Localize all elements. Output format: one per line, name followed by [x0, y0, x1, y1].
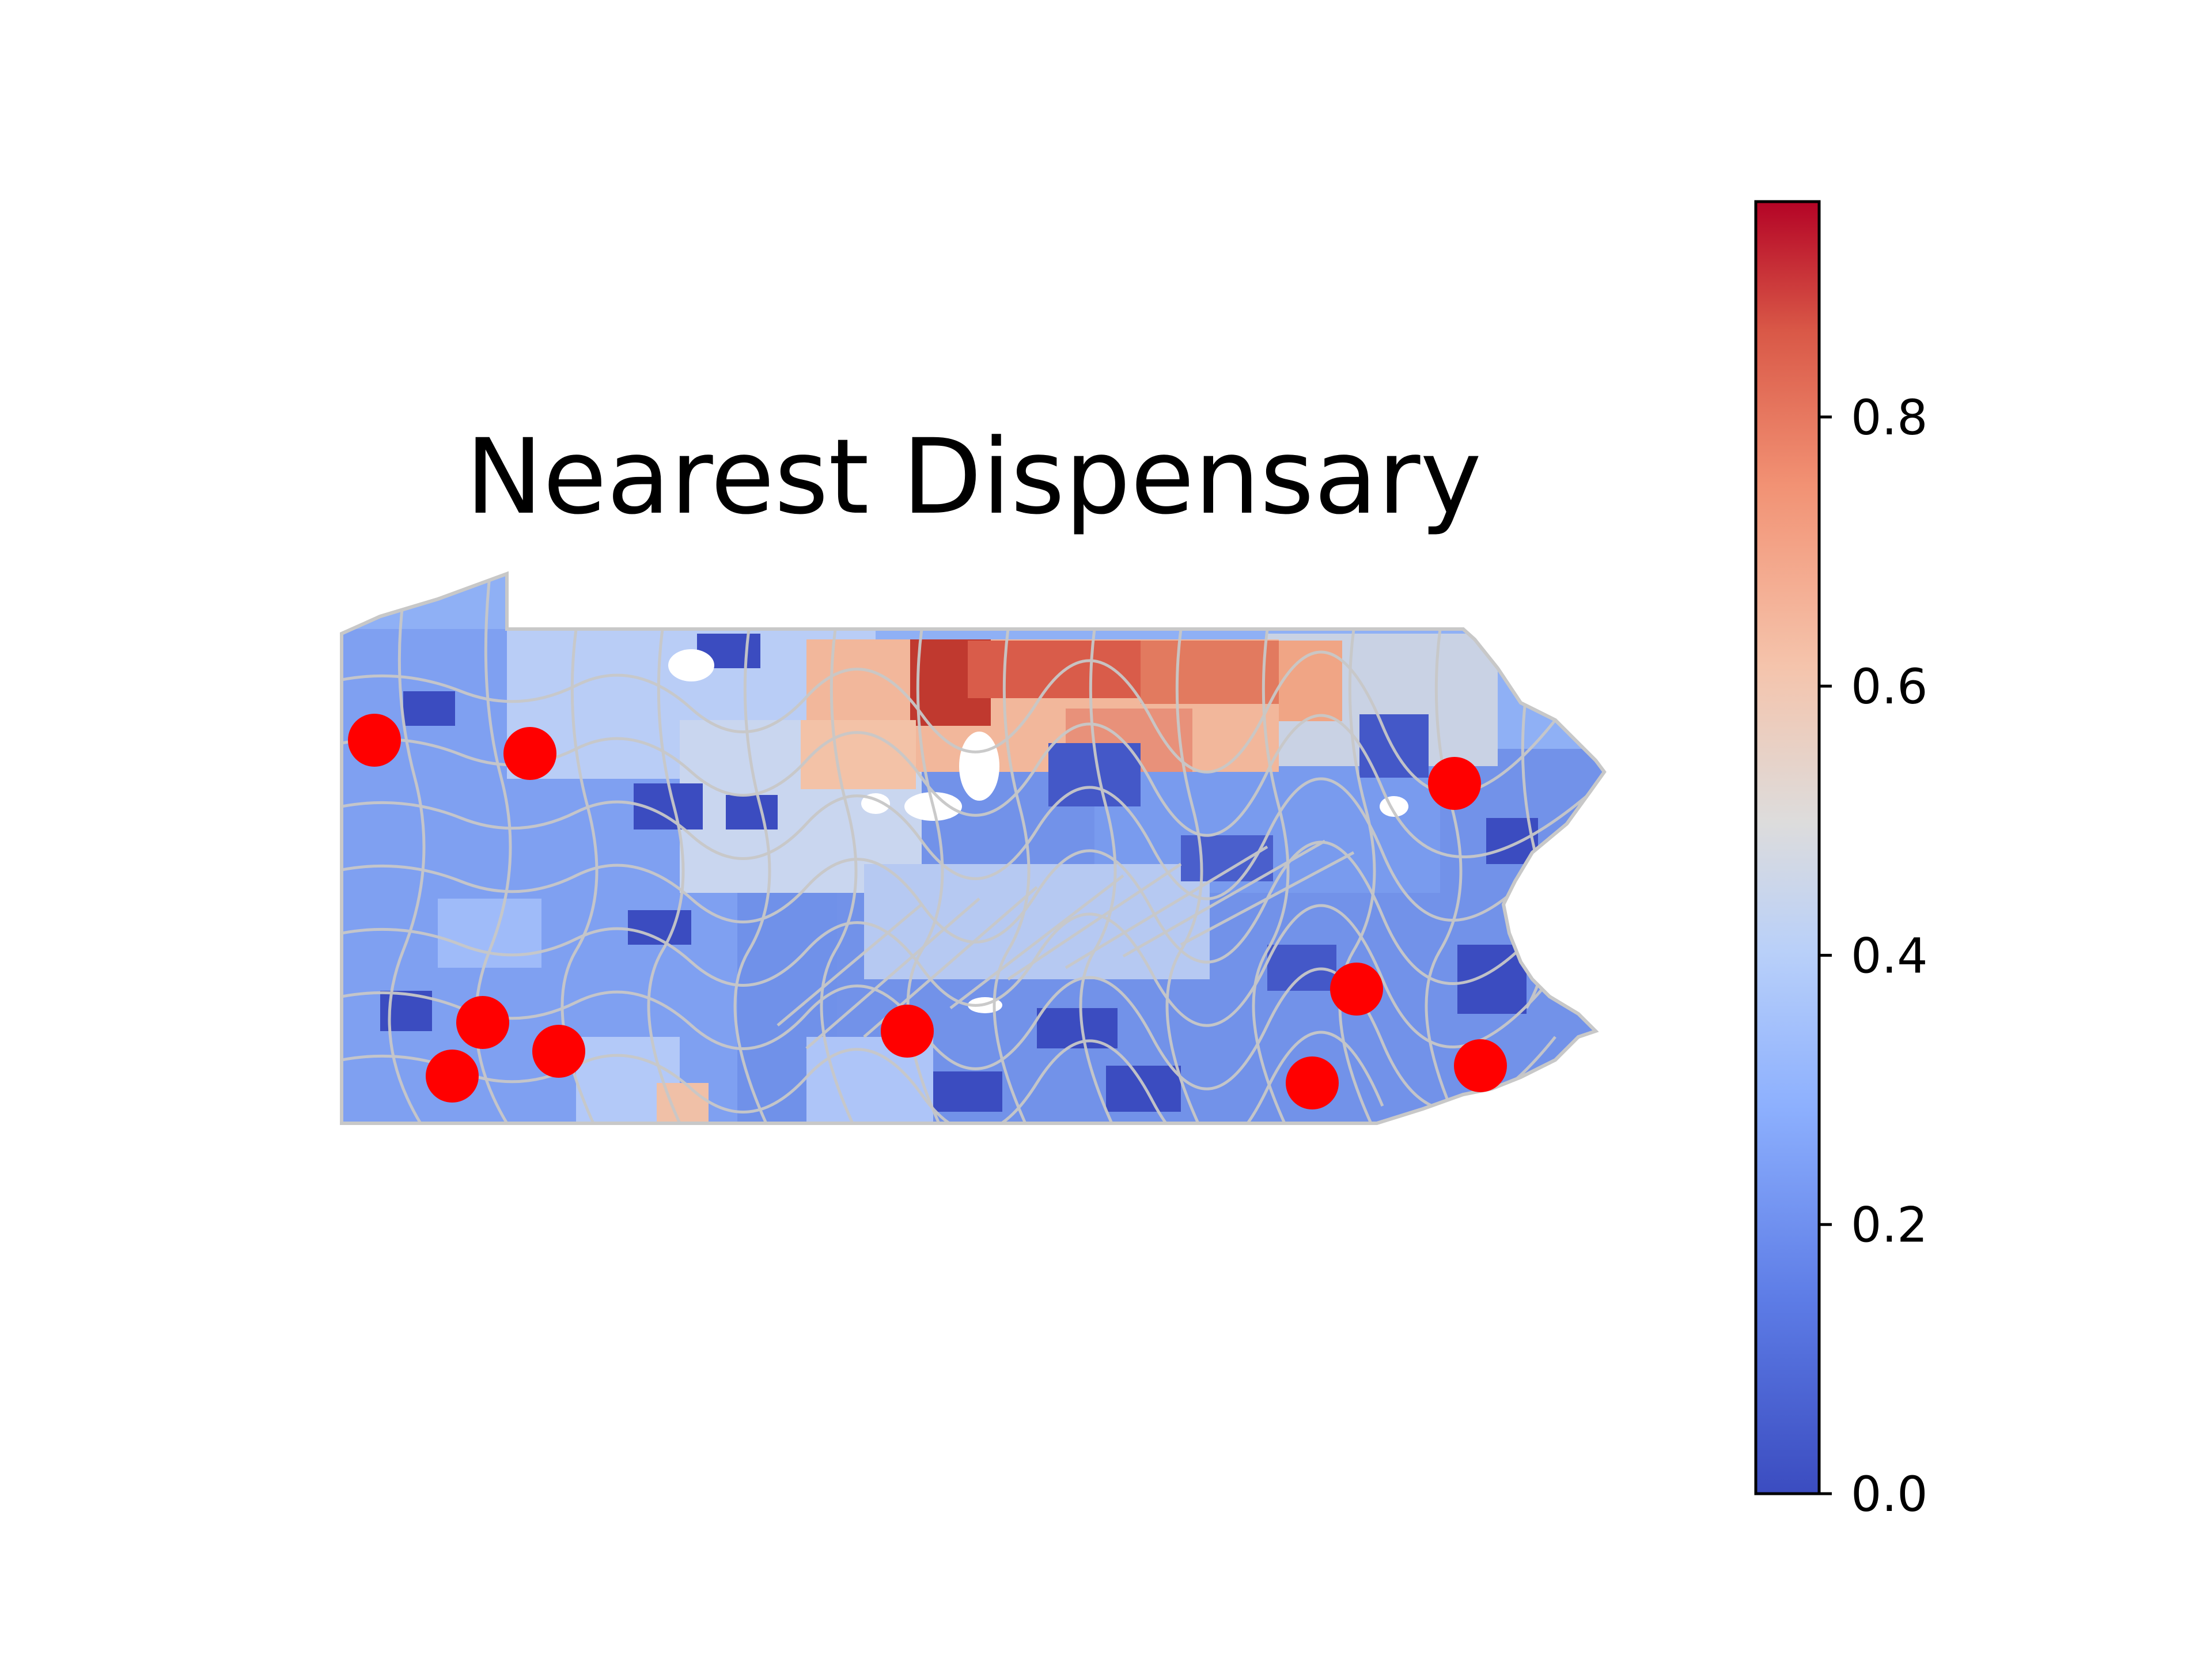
dispensary-marker: [1286, 1056, 1339, 1109]
dispensary-marker: [1330, 963, 1383, 1016]
dispensary-marker: [1454, 1039, 1507, 1092]
dispensary-marker: [456, 996, 509, 1049]
dispensary-marker: [426, 1050, 479, 1103]
dispensary-marker: [348, 714, 401, 767]
region-boundaries: [342, 575, 1603, 1123]
colorbar-gradient: [1754, 200, 1821, 1495]
state-map: [340, 571, 1607, 1125]
colorbar-tick-label: 0.2: [1851, 1197, 1928, 1253]
dispensary-marker: [1428, 757, 1481, 810]
state-border: [340, 571, 1607, 1125]
dispensary-markers: [348, 714, 1507, 1109]
dispensary-marker: [532, 1025, 585, 1078]
colorbar-tick-label: 0.8: [1851, 389, 1928, 446]
colorbar-tick-label: 0.0: [1851, 1466, 1928, 1522]
colorbar-ticks: 0.0 0.2 0.4 0.6 0.8: [1819, 389, 1928, 1522]
colorbar-tick-label: 0.6: [1851, 658, 1928, 715]
map-title: Nearest Dispensary: [465, 417, 1482, 537]
dispensary-marker: [503, 727, 556, 780]
dispensary-marker: [881, 1005, 934, 1058]
colorbar-tick-label: 0.4: [1851, 927, 1928, 984]
colorbar: 0.0 0.2 0.4 0.6 0.8: [1754, 200, 1928, 1522]
